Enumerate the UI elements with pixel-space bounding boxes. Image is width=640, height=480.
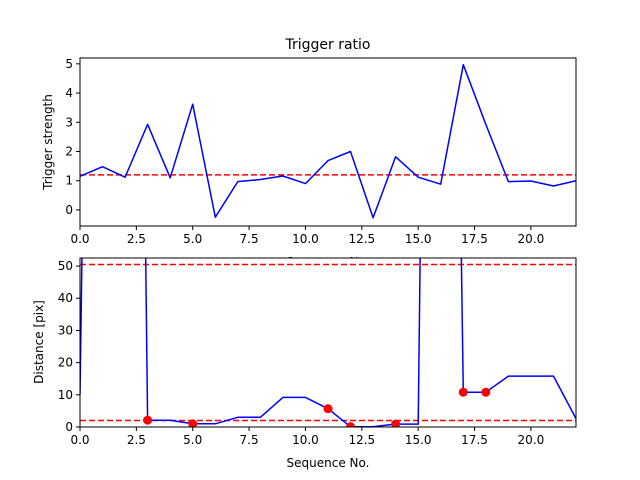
x-tick-label: 17.5 [461, 433, 488, 447]
trigger-ratio-chart: Trigger ratio 0.0 2.5 5.0 7.5 10.0 12.5 15.0 17… [41, 37, 577, 269]
x-tick-label: 0.0 [70, 433, 89, 447]
x-tick-label: 10.0 [292, 433, 319, 447]
y-tick-label: 4 [65, 86, 73, 100]
plot-frame [79, 257, 577, 428]
data-point-marker [323, 404, 333, 414]
x-tick-label: 0.0 [70, 232, 89, 246]
y-tick-label: 3 [65, 115, 73, 129]
y-tick-label: 2 [65, 144, 73, 158]
y-axis-label: Distance [pix] [32, 300, 46, 384]
x-tick-label: 17.5 [461, 232, 488, 246]
x-tick-label: 7.5 [240, 232, 259, 246]
data-point-marker [481, 387, 491, 397]
series-line [80, 258, 576, 427]
series-line [80, 63, 576, 219]
x-tick-label: 15.0 [405, 232, 432, 246]
y-tick-label: 1 [65, 174, 73, 188]
chart-title: Trigger ratio [284, 37, 370, 53]
data-point-marker [188, 419, 198, 427]
x-tick-label: 20.0 [518, 232, 545, 246]
data-point-marker [458, 387, 468, 397]
x-tick-label: 5.0 [183, 232, 202, 246]
x-axis-label: Sequence No. [287, 456, 370, 470]
y-axis-label: Trigger strength [41, 94, 55, 191]
data-point-marker [391, 419, 401, 427]
y-tick-label: 50 [58, 259, 73, 273]
y-tick-label: 40 [58, 291, 73, 305]
x-tick-label: 20.0 [518, 433, 545, 447]
y-tick-label: 0 [65, 420, 73, 434]
y-tick-label: 20 [58, 356, 73, 370]
plot-background [80, 258, 576, 427]
data-point-marker [143, 415, 153, 425]
x-tick-label: 5.0 [183, 433, 202, 447]
y-tick-label: 5 [65, 57, 73, 71]
plot-frame [79, 57, 577, 227]
x-tick-label: 12.5 [348, 232, 375, 246]
data-point-marker [346, 422, 356, 427]
x-tick-label: 2.5 [127, 433, 146, 447]
x-tick-label: 10.0 [292, 232, 319, 246]
x-tick-label: 2.5 [127, 232, 146, 246]
distance-chart: 0.0 2.5 5.0 7.5 10.0 12.5 15.0 17.5 20.0 0 10 20 30… [32, 257, 577, 470]
y-tick-label: 0 [65, 203, 73, 217]
x-tick-label: 12.5 [348, 433, 375, 447]
y-tick-label: 30 [58, 323, 73, 337]
x-tick-label: 7.5 [240, 433, 259, 447]
x-tick-label: 15.0 [405, 433, 432, 447]
y-tick-label: 10 [58, 388, 73, 402]
